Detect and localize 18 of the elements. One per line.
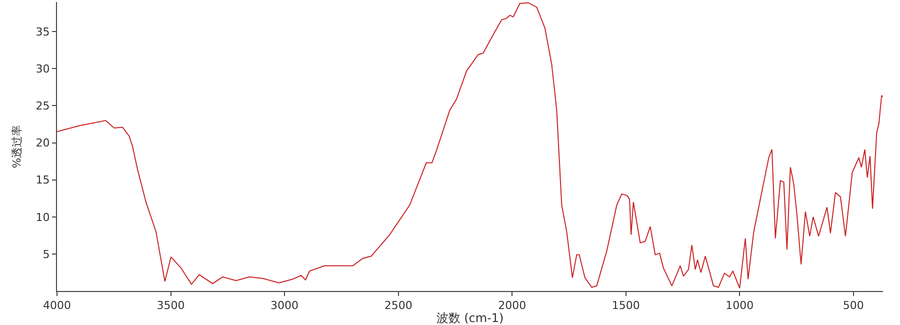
x-tick-label: 500 xyxy=(842,299,864,312)
x-axis-title: 波数 (cm-1) xyxy=(436,311,504,325)
y-tick-label: 15 xyxy=(36,174,50,187)
x-tick-label: 4000 xyxy=(43,299,71,312)
x-tick-label: 2000 xyxy=(498,299,526,312)
y-tick-label: 10 xyxy=(36,210,50,224)
y-tick-label: 20 xyxy=(36,136,50,150)
x-tick-label: 3000 xyxy=(270,299,299,312)
x-tick-label: 2500 xyxy=(384,299,412,312)
x-tick-label: 3500 xyxy=(156,299,185,312)
line-series xyxy=(57,2,883,289)
y-tick-label: 5 xyxy=(42,248,50,261)
x-tick-label: 1000 xyxy=(726,299,754,312)
y-axis-title: %透过率 xyxy=(10,124,24,168)
y-tick-label: 35 xyxy=(36,25,50,38)
y-tick-label: 30 xyxy=(36,62,50,76)
x-tick-label: 1500 xyxy=(612,299,640,312)
y-tick-label: 25 xyxy=(36,100,50,113)
